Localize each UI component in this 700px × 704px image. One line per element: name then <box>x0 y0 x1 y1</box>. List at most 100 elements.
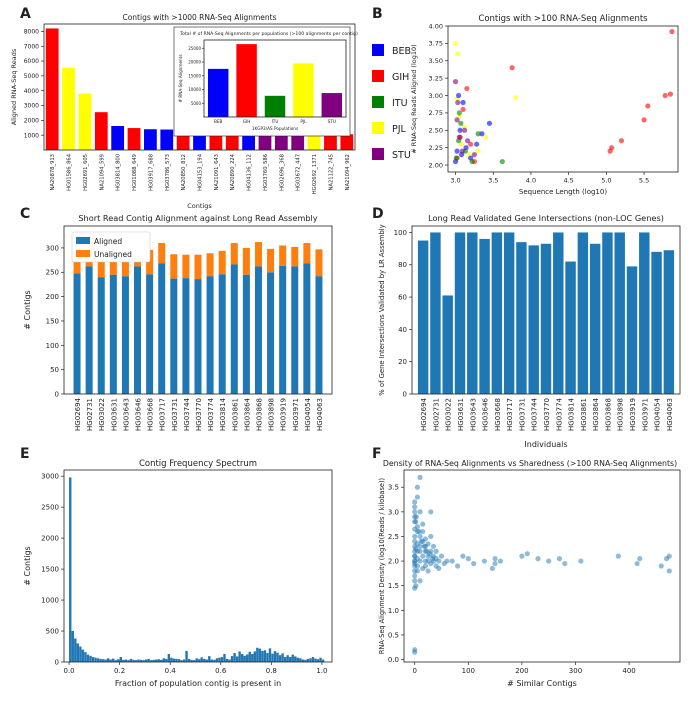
panel-a-category-label-17: NA21122_745 <box>328 154 334 190</box>
panel-e-bar-74 <box>256 647 259 662</box>
panel-f-point-100 <box>429 556 436 562</box>
panel-f-point-59 <box>433 548 439 554</box>
panel-a-inset-category-label-2: ITU <box>272 119 279 124</box>
panel-b-point-beb-3 <box>460 99 466 106</box>
panel-d-bar-18 <box>639 232 650 394</box>
panel-f-point-75 <box>492 556 498 562</box>
panel-a-bar-12 <box>242 132 255 150</box>
panel-f-point-84 <box>615 553 621 559</box>
panel-f-point-62 <box>436 558 442 564</box>
panel-b-point-pjl-1 <box>455 51 461 57</box>
panel-c-plot-frame <box>63 225 333 395</box>
panel-a-legend-swatch-beb <box>372 44 384 56</box>
panel-b-point-beb-6 <box>474 141 480 147</box>
panel-f-ytick-label-7: 3.5 <box>388 484 399 492</box>
panel-f-point-41 <box>420 528 426 535</box>
panel-d-bar-3 <box>454 232 466 394</box>
panel-c-bar-aligned-10 <box>194 279 202 394</box>
panel-d-bar-19 <box>651 251 662 394</box>
panel-f-xtick-label-0: 0 <box>412 667 416 675</box>
panel-d-category-label-9: HG03744 <box>531 397 539 431</box>
panel-e-bar-9 <box>91 657 95 662</box>
panel-a-bar-15 <box>291 133 305 150</box>
panel-f-point-69 <box>460 553 466 559</box>
panel-b-xtick-label-0: 3.0 <box>450 177 460 185</box>
panel-e-bar-81 <box>273 651 277 662</box>
panel-d-bar-1 <box>430 232 441 394</box>
panel-letter-f: F <box>372 446 382 462</box>
panel-a-ytick-label-1: 2000 <box>24 117 39 124</box>
panel-letter-d: D <box>372 206 384 222</box>
panel-f-point-78 <box>524 551 530 557</box>
panel-f-ytick-label-3: 1.5 <box>388 582 399 590</box>
panel-e-bar-72 <box>251 653 254 662</box>
panel-b-ytick-label-3: 2.75 <box>429 109 443 117</box>
panel-e-ytick-label-6: 3000 <box>41 473 59 481</box>
panel-e-bar-85 <box>283 657 287 662</box>
panel-c-bar-unaligned-20 <box>315 249 323 277</box>
panel-d-bar-9 <box>528 245 539 394</box>
panel-e-bar-12 <box>99 658 102 662</box>
panel-e-bar-57 <box>213 659 216 662</box>
panel-e-bar-71 <box>248 651 251 662</box>
panel-f-point-39 <box>420 553 426 559</box>
panel-b-point-stu-6 <box>454 117 460 123</box>
panel-a-legend-swatch-gih <box>372 70 384 82</box>
panel-f-point-92 <box>413 546 419 552</box>
panel-d-category-label-8: HG03731 <box>518 398 526 431</box>
panel-a-bar-14 <box>274 132 288 150</box>
panel-e-bar-17 <box>112 658 115 662</box>
panel-a-x-axis-label: Contigs <box>187 202 212 210</box>
panel-b-xtick-label-4: 5.0 <box>601 177 611 185</box>
panel-f-point-42 <box>420 521 426 527</box>
panel-b-point-gih-12 <box>662 92 668 99</box>
panel-f-ytick-label-5: 2.5 <box>388 533 399 541</box>
panel-e-bar-69 <box>243 655 246 662</box>
panel-c-bar-aligned-4 <box>121 276 129 394</box>
panel-e-bar-37 <box>162 658 165 662</box>
panel-d-bar-15 <box>602 232 613 394</box>
panel-b-point-itu-0 <box>453 155 459 161</box>
panel-e-bar-75 <box>258 648 262 662</box>
panel-e-bar-14 <box>104 659 107 662</box>
panel-d-category-label-19: HG04054 <box>654 397 662 431</box>
panel-e-bar-11 <box>96 658 100 662</box>
panel-b-point-gih-6 <box>509 65 515 71</box>
panel-e-bar-30 <box>144 659 148 662</box>
panel-e-xtick-label-4: 0.8 <box>266 667 277 675</box>
panel-e-bar-16 <box>109 659 112 662</box>
panel-e-bar-27 <box>137 659 140 662</box>
panel-a-inset-title: Total # of RNA-Seq Alignments per popula… <box>179 31 358 37</box>
panel-c-ytick-label-6: 300 <box>46 244 59 252</box>
panel-f-point-81 <box>556 556 563 562</box>
panel-b-ytick-label-2: 2.50 <box>429 127 443 135</box>
panel-f-point-72 <box>481 558 487 564</box>
panel-a-legend-label-stu: STU <box>392 150 411 161</box>
panel-a-bar-11 <box>225 132 239 150</box>
panel-a-bar-7 <box>160 129 174 150</box>
panel-b-point-beb-8 <box>486 120 493 126</box>
panel-e-bar-21 <box>122 659 125 662</box>
panel-d-plot-frame <box>411 225 681 395</box>
panel-d-category-label-7: HG03717 <box>506 398 514 431</box>
panel-e-bar-8 <box>89 655 92 662</box>
panel-c-category-label-10: HG03770 <box>195 398 203 431</box>
panel-c-ytick-label-0: 0 <box>55 390 59 398</box>
panel-c-category-label-6: HG03668 <box>147 398 155 431</box>
panel-b-point-gih-3 <box>464 85 470 92</box>
panel-b-point-pjl-2 <box>458 141 465 147</box>
panel-c-category-label-7: HG03717 <box>159 398 167 431</box>
panel-e-bar-19 <box>117 659 120 662</box>
panel-e-bar-55 <box>208 656 211 662</box>
panel-d-category-label-4: HG03643 <box>469 398 477 431</box>
panel-b-point-stu-5 <box>471 152 477 158</box>
panel-a-category-label-12: HG04136_112 <box>247 154 253 191</box>
panel-a-title: Contigs with >1000 RNA-Seq Alignments <box>122 13 276 22</box>
panel-c-bar-unaligned-15 <box>254 242 262 267</box>
panel-d-category-label-12: HG03814 <box>568 397 576 431</box>
panel-c-bar-unaligned-11 <box>206 253 214 277</box>
panel-b-title: Contigs with >100 RNA-Seq Alignments <box>478 14 648 24</box>
panel-e-bar-95 <box>309 658 312 662</box>
panel-e-ytick-label-3: 1500 <box>41 566 59 574</box>
